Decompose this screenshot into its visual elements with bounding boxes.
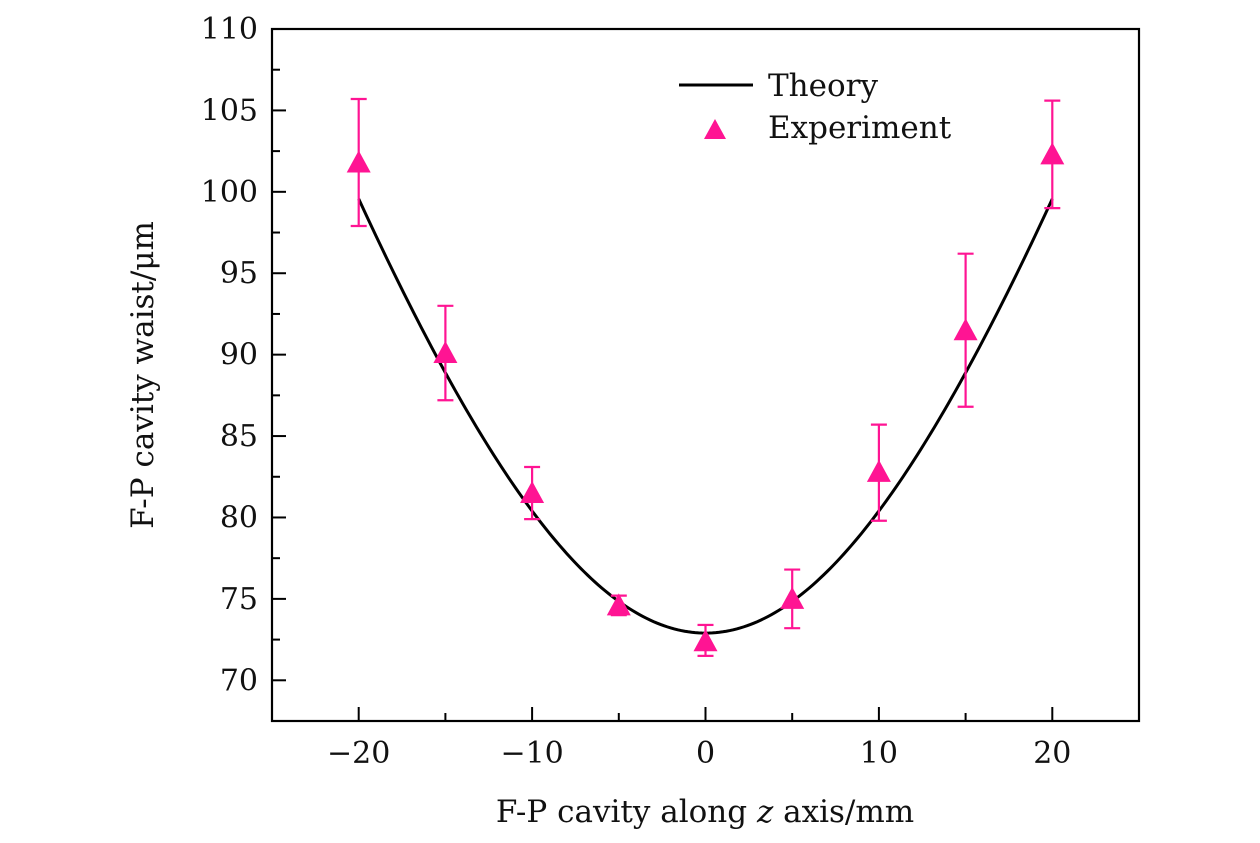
experiment-errorbars <box>350 97 1061 657</box>
experiment-point <box>866 459 891 482</box>
y-tick-label: 90 <box>220 338 258 373</box>
experiment-point <box>693 629 718 652</box>
y-tick-label: 80 <box>220 500 258 535</box>
y-tick-label: 100 <box>201 175 258 210</box>
y-axis-label: F-P cavity waist/μm <box>125 221 161 529</box>
x-tick-label: 10 <box>860 736 898 771</box>
legend-theory-label: Theory <box>768 68 878 104</box>
axis-ticks <box>272 28 1054 721</box>
x-tick-label: 20 <box>1033 736 1071 771</box>
x-tick-label: −20 <box>327 736 390 771</box>
experiment-point <box>346 150 371 173</box>
theory-series <box>357 198 1054 635</box>
experiment-point <box>606 593 631 616</box>
experiment-point <box>520 481 545 504</box>
legend-experiment-label: Experiment <box>768 110 952 146</box>
legend-experiment-triangle-icon <box>704 119 726 139</box>
y-tick-label: 105 <box>201 93 258 128</box>
x-tick-label: −10 <box>500 736 563 771</box>
y-tick-label: 110 <box>201 12 258 47</box>
y-tick-label: 95 <box>220 256 258 291</box>
experiment-point <box>1040 142 1065 165</box>
plot-frame <box>270 27 1141 723</box>
experiment-point <box>780 586 805 609</box>
y-tick-label: 75 <box>220 582 258 617</box>
y-tick-label: 85 <box>220 419 258 454</box>
theory-curve <box>357 198 1054 635</box>
x-axis-label: F-P cavity along z axis/mm <box>496 794 914 830</box>
experiment-point <box>953 318 978 341</box>
tick-labels: 70 75 80 85 90 95 100 105 110 −20 −10 0 10 20 <box>201 12 1072 771</box>
experiment-point <box>433 341 458 364</box>
experiment-series <box>346 142 1065 652</box>
y-tick-label: 70 <box>220 663 258 698</box>
legend: Theory Experiment <box>679 68 952 146</box>
x-tick-label: 0 <box>696 736 715 771</box>
